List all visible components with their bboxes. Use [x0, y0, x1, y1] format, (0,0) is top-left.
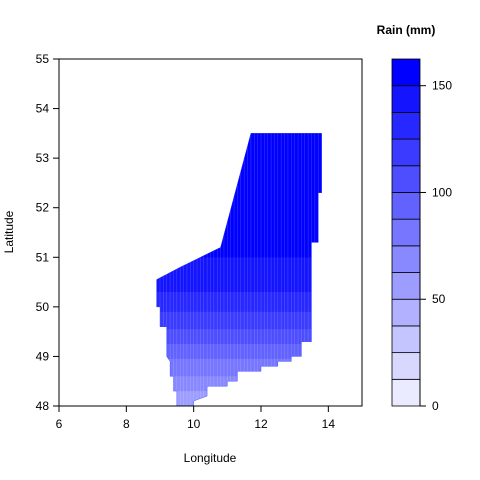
- colorbar-swatch: [391, 218, 421, 247]
- region-outline: [156, 133, 322, 406]
- colorbar-tick-label: 100: [432, 185, 452, 199]
- colorbar-tick-label: 50: [432, 292, 446, 306]
- y-tick-label: 53: [36, 151, 50, 165]
- colorbar-swatch: [391, 245, 421, 273]
- x-axis: 6 8 10 12 14: [56, 405, 336, 431]
- colorbar-swatch: [391, 378, 421, 407]
- y-axis: 48 49 50 51 52 53 54 55: [36, 52, 60, 413]
- colorbar-title: Rain (mm): [377, 23, 436, 37]
- y-tick-label: 55: [36, 52, 50, 66]
- colorbar-tick-label: 0: [432, 399, 439, 413]
- colorbar-tick-label: 150: [432, 79, 452, 93]
- colorbar-swatch: [391, 111, 421, 140]
- x-tick-label: 10: [187, 417, 201, 431]
- x-tick-label: 8: [123, 417, 130, 431]
- colorbar-swatch: [391, 325, 421, 354]
- x-tick-label: 6: [56, 417, 63, 431]
- colorbar: [391, 58, 421, 407]
- colorbar-swatch: [391, 58, 421, 87]
- x-axis-label: Longitude: [184, 451, 237, 465]
- colorbar-swatch: [391, 298, 421, 327]
- y-axis-label: Latitude: [2, 210, 16, 253]
- colorbar-swatch: [391, 85, 421, 113]
- colorbar-swatch: [391, 272, 421, 300]
- y-tick-label: 51: [36, 250, 50, 264]
- y-tick-label: 52: [36, 201, 50, 215]
- y-tick-label: 49: [36, 349, 50, 363]
- colorbar-swatch: [391, 352, 421, 380]
- colorbar-axis: 0 50 100 150: [419, 79, 452, 413]
- y-tick-label: 50: [36, 300, 50, 314]
- colorbar-swatch: [391, 165, 421, 193]
- y-tick-label: 54: [36, 102, 50, 116]
- colorbar-swatch: [391, 192, 421, 220]
- colorbar-swatch: [391, 138, 421, 167]
- x-tick-label: 14: [322, 417, 336, 431]
- x-tick-label: 12: [254, 417, 268, 431]
- rain-band-max: [156, 133, 322, 258]
- rain-region: [156, 133, 322, 406]
- y-tick-label: 48: [36, 399, 50, 413]
